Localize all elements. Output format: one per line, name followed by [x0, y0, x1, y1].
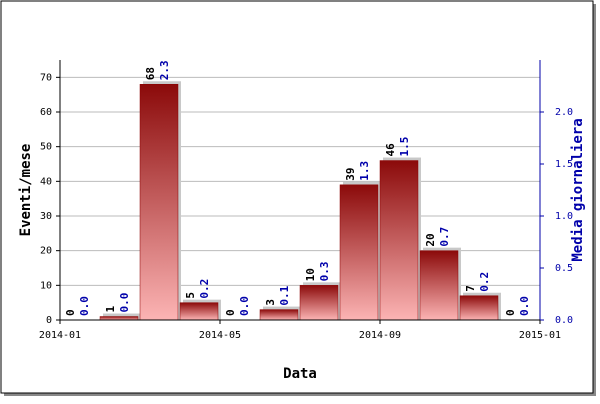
- value-label-y2: 2.3: [158, 60, 171, 80]
- y2-tick-label: 1.0: [555, 211, 573, 222]
- value-label: 0: [224, 309, 237, 316]
- y2-tick-label: 0.5: [555, 263, 573, 274]
- y-tick-label: 10: [40, 280, 52, 291]
- y-tick-label: 30: [40, 211, 52, 222]
- y2-tick-label: 0.0: [555, 315, 573, 326]
- value-label-y2: 0.0: [118, 293, 131, 313]
- bar: [379, 160, 419, 321]
- value-label: 5: [184, 292, 197, 299]
- y2-axis-title: Media giornaliera: [570, 118, 586, 261]
- value-label: 0: [504, 309, 517, 316]
- value-label-y2: 0.0: [238, 296, 251, 316]
- value-label-y2: 0.1: [278, 285, 291, 305]
- x-tick-label: 2014-09: [359, 330, 401, 341]
- value-label: 20: [424, 233, 437, 246]
- value-label: 1: [104, 306, 117, 313]
- y-tick-label: 0: [46, 315, 52, 326]
- value-label-y2: 0.0: [518, 296, 531, 316]
- value-label: 46: [384, 143, 397, 157]
- bar: [99, 316, 139, 321]
- y-tick-label: 40: [40, 176, 52, 187]
- y-tick-label: 70: [40, 72, 52, 83]
- x-tick-label: 2015-01: [519, 330, 561, 341]
- bar: [179, 302, 219, 321]
- y2-tick-label: 1.5: [555, 159, 573, 170]
- value-label: 3: [264, 299, 277, 306]
- value-label-y2: 0.3: [318, 261, 331, 281]
- x-axis-title: Data: [283, 366, 317, 382]
- value-label: 68: [144, 67, 157, 80]
- x-tick-label: 2014-01: [39, 330, 81, 341]
- bar: [259, 309, 299, 321]
- value-label-y2: 0.7: [438, 227, 451, 247]
- value-label-y2: 1.5: [398, 137, 411, 157]
- bar: [299, 285, 339, 321]
- x-tick-label: 2014-05: [199, 330, 241, 341]
- y-tick-label: 20: [40, 246, 52, 257]
- value-label-y2: 0.0: [78, 296, 91, 316]
- value-label: 7: [464, 285, 477, 292]
- value-label: 10: [304, 268, 317, 281]
- bar: [339, 184, 379, 321]
- y-axis-title: Eventi/mese: [18, 144, 34, 237]
- y-tick-label: 60: [40, 107, 52, 118]
- value-label: 0: [64, 309, 77, 316]
- value-label-y2: 0.2: [478, 272, 491, 292]
- bar: [459, 295, 499, 321]
- y2-tick-label: 2.0: [555, 107, 573, 118]
- value-label-y2: 0.2: [198, 279, 211, 299]
- bar: [419, 250, 459, 321]
- y-tick-label: 50: [40, 142, 52, 153]
- bar: [139, 84, 179, 321]
- frame: [0, 0, 594, 394]
- value-label-y2: 1.3: [358, 161, 371, 181]
- value-label: 39: [344, 168, 357, 181]
